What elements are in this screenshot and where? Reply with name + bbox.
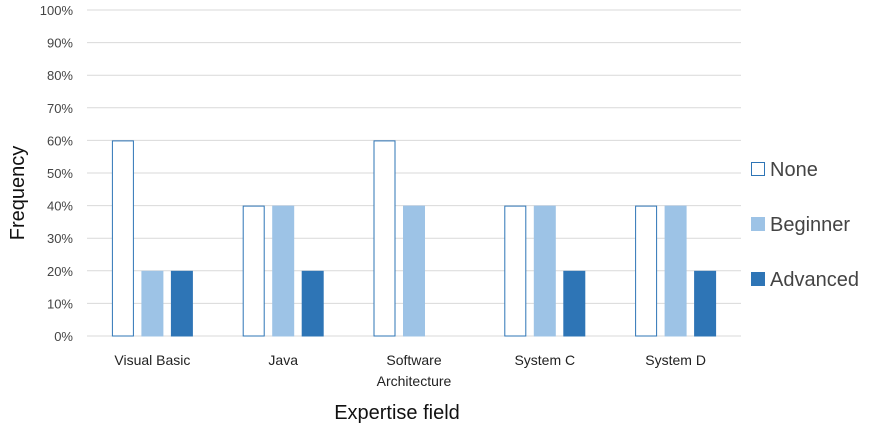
y-tick-label: 20% [47, 264, 73, 279]
bar-advanced [301, 270, 324, 337]
x-category-label: Visual Basic [114, 352, 190, 368]
y-tick-label: 90% [47, 36, 73, 51]
bars [111, 140, 717, 337]
bar-none [111, 140, 134, 337]
legend-swatch-advanced [751, 272, 765, 286]
bar-beginner [141, 270, 164, 337]
y-tick-label: 30% [47, 231, 73, 246]
y-tick-label: 60% [47, 133, 73, 148]
x-axis-title: Expertise field [334, 402, 460, 424]
legend-label-beginner: Beginner [770, 214, 850, 236]
x-category-label: System D [645, 352, 706, 368]
bar-none [373, 140, 396, 337]
y-tick-label: 70% [47, 101, 73, 116]
y-tick-label: 100% [40, 3, 74, 18]
y-tick-label: 80% [47, 68, 73, 83]
y-tick-label: 0% [54, 329, 73, 344]
legend: None Beginner Advanced [751, 159, 859, 291]
bar-beginner [272, 205, 295, 337]
y-axis-ticks: 0% 10% 20% 30% 40% 50% 60% 70% 80% 90% 100% [40, 3, 74, 344]
bar-advanced [170, 270, 193, 337]
bar-advanced [694, 270, 717, 337]
bar-none [504, 205, 527, 337]
legend-label-advanced: Advanced [770, 269, 859, 291]
bar-advanced [563, 270, 586, 337]
legend-label-none: None [770, 159, 818, 181]
bar-none [242, 205, 265, 337]
y-axis-title: Frequency [7, 146, 29, 241]
bar-beginner [533, 205, 556, 337]
bar-none [635, 205, 658, 337]
bar-beginner [403, 205, 425, 337]
legend-swatch-beginner [751, 217, 765, 231]
x-category-label: Architecture [377, 373, 452, 389]
bar-beginner [664, 205, 687, 337]
y-tick-label: 50% [47, 166, 73, 181]
x-category-label: System C [514, 352, 575, 368]
y-tick-label: 10% [47, 296, 73, 311]
y-tick-label: 40% [47, 199, 73, 214]
x-category-label: Java [268, 352, 298, 368]
x-category-label: Software [386, 352, 441, 368]
x-axis-categories: Visual Basic Java Software Architecture Syst… [114, 352, 706, 389]
legend-swatch-none [751, 162, 765, 176]
